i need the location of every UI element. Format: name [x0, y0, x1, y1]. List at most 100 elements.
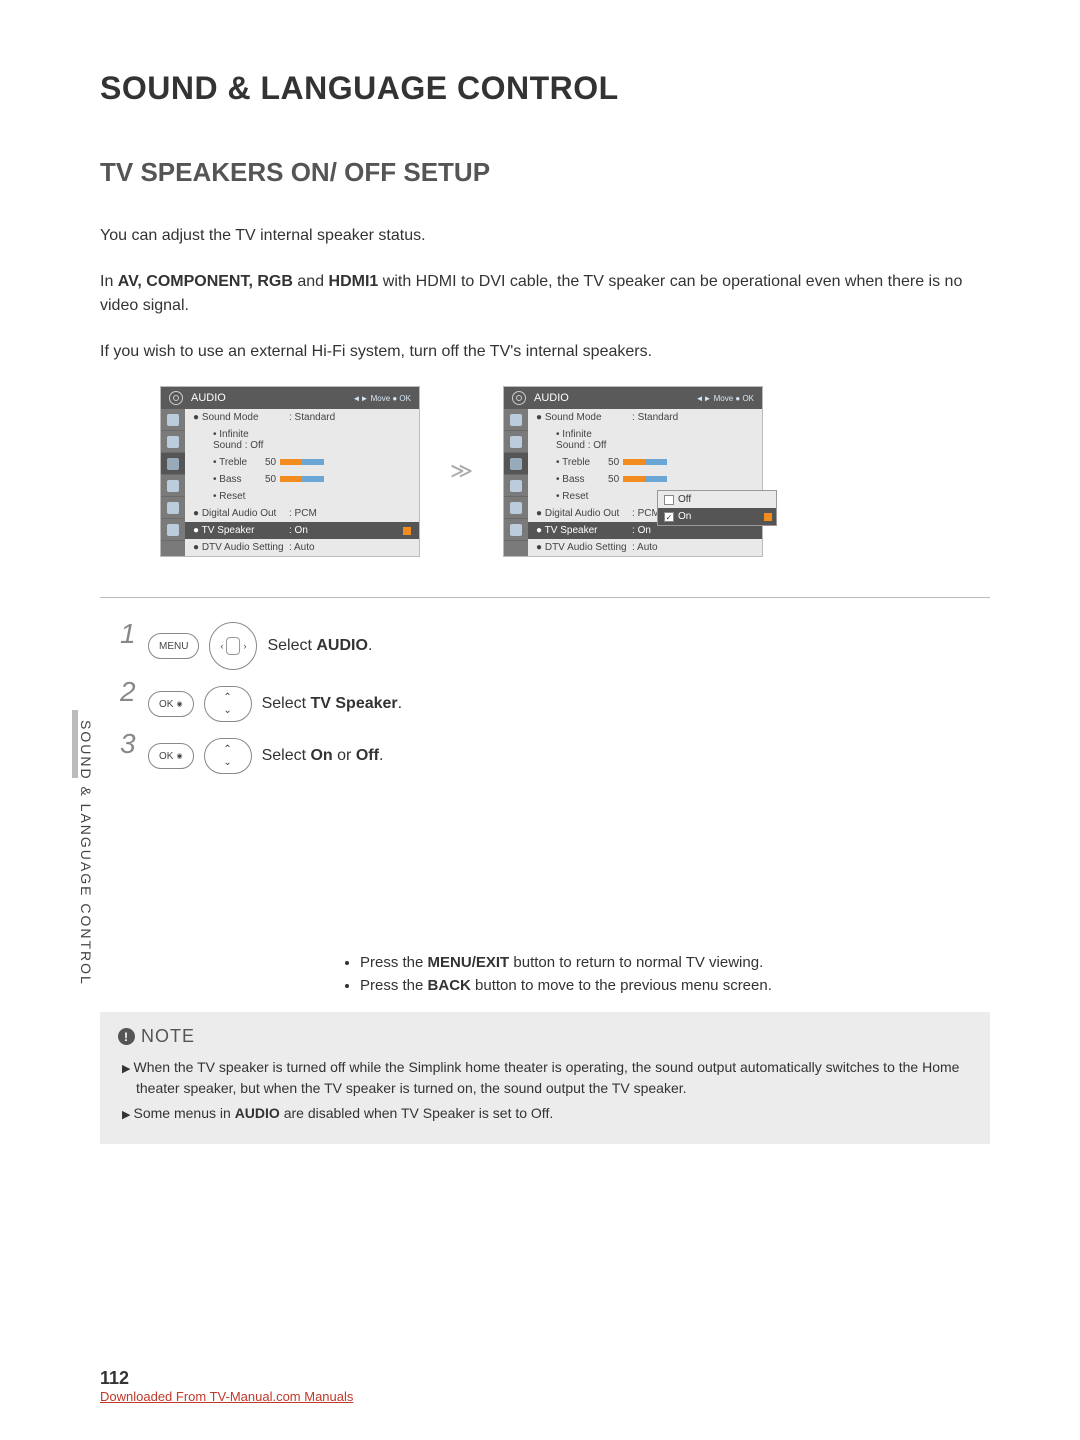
- osd-title: AUDIO: [191, 392, 226, 404]
- row-v: : Standard: [289, 412, 411, 423]
- slider-bar: [623, 459, 667, 465]
- page-number: 112: [100, 1368, 353, 1389]
- row-k: • Infinite Sound : Off: [213, 429, 265, 451]
- gear-icon: [169, 391, 183, 405]
- download-line: Downloaded From TV-Manual.com Manuals: [100, 1389, 353, 1404]
- step-text: Select On or Off.: [262, 747, 384, 765]
- hint-2: Press the BACK button to move to the pre…: [360, 977, 990, 994]
- tab-icon: [510, 436, 522, 448]
- p2-bold: AV, COMPONENT, RGB: [118, 273, 293, 290]
- row-v: 50: [265, 474, 276, 485]
- osd-row: AUDIO ◄► Move ● OK ● Sound Mode: Standar…: [160, 386, 990, 557]
- osd-tabs: [504, 409, 528, 556]
- ok-button-icon: OK◉: [148, 691, 194, 717]
- slider-bar: [623, 476, 667, 482]
- opt-label: Off: [678, 494, 691, 505]
- intro-para-3: If you wish to use an external Hi-Fi sys…: [100, 340, 990, 364]
- section-title: TV SPEAKERS ON/ OFF SETUP: [100, 157, 990, 188]
- step-text: Select AUDIO.: [267, 637, 372, 655]
- row-k: • Infinite Sound : Off: [556, 429, 608, 451]
- checkbox-icon: [664, 495, 674, 505]
- updown-button-icon: ⌃⌄: [204, 686, 252, 722]
- row-k: ● TV Speaker: [193, 525, 289, 536]
- side-tab-bar: [72, 710, 78, 778]
- row-v: : On: [632, 525, 754, 536]
- row-k: • Treble: [556, 457, 608, 468]
- intro-para-2: In AV, COMPONENT, RGB and HDMI1 with HDM…: [100, 270, 990, 318]
- osd-header: AUDIO ◄► Move ● OK: [504, 387, 762, 409]
- row-v: : PCM: [289, 508, 411, 519]
- highlighted-row: ● TV Speaker: On: [185, 522, 419, 539]
- tab-icon: [167, 524, 179, 536]
- updown-button-icon: ⌃⌄: [204, 738, 252, 774]
- tab-icon: [510, 414, 522, 426]
- osd-menu-before: AUDIO ◄► Move ● OK ● Sound Mode: Standar…: [160, 386, 420, 557]
- row-v: : On: [289, 525, 403, 536]
- slider-bar: [280, 476, 324, 482]
- step-number: 1: [120, 618, 138, 650]
- osd-list: ● Sound Mode: Standard • Infinite Sound …: [185, 409, 419, 556]
- side-tab: SOUND & LANGUAGE CONTROL: [78, 720, 98, 1020]
- menu-button-icon: MENU: [148, 633, 199, 659]
- footer: 112 Downloaded From TV-Manual.com Manual…: [100, 1368, 353, 1404]
- exclamation-icon: !: [118, 1028, 135, 1045]
- step-3: 3 OK◉ ⌃⌄ Select On or Off.: [120, 738, 990, 774]
- row-k: • Reset: [556, 491, 608, 502]
- tab-icon: [167, 436, 179, 448]
- tab-icon: [510, 502, 522, 514]
- dropdown-option-off: Off: [658, 491, 776, 508]
- row-k: ● TV Speaker: [536, 525, 632, 536]
- row-v: 50: [265, 457, 276, 468]
- opt-label: On: [678, 511, 691, 522]
- p2-bold2: HDMI1: [329, 273, 379, 290]
- row-v: : Standard: [632, 412, 754, 423]
- row-k: ● Digital Audio Out: [193, 508, 289, 519]
- osd-hint: ◄► Move ● OK: [353, 394, 411, 403]
- intro-para-1: You can adjust the TV internal speaker s…: [100, 224, 990, 248]
- tab-icon: [510, 480, 522, 492]
- step-number: 2: [120, 676, 138, 708]
- note-heading: ! NOTE: [118, 1026, 972, 1047]
- arrow-icon: [764, 513, 772, 521]
- note-label: NOTE: [141, 1026, 195, 1047]
- page-title: SOUND & LANGUAGE CONTROL: [100, 70, 990, 107]
- hint-1: Press the MENU/EXIT button to return to …: [360, 954, 990, 971]
- ok-button-icon: OK◉: [148, 743, 194, 769]
- p2-pre: In: [100, 273, 118, 290]
- arrow-icon: [403, 527, 411, 535]
- osd-list: ● Sound Mode: Standard • Infinite Sound …: [528, 409, 762, 556]
- double-arrow-icon: ≫: [450, 459, 473, 484]
- button-hints: Press the MENU/EXIT button to return to …: [360, 954, 990, 994]
- row-v: 50: [608, 474, 619, 485]
- row-k: • Bass: [213, 474, 265, 485]
- osd-header: AUDIO ◄► Move ● OK: [161, 387, 419, 409]
- dropdown-option-on: ✓ On: [658, 508, 776, 525]
- nav-ring-icon: ‹›: [209, 622, 257, 670]
- row-k: ● DTV Audio Setting: [536, 542, 632, 553]
- row-k: ● DTV Audio Setting: [193, 542, 289, 553]
- row-v: : Auto: [289, 542, 411, 553]
- divider: [100, 597, 990, 598]
- tab-icon: [167, 480, 179, 492]
- osd-menu-after: AUDIO ◄► Move ● OK ● Sound Mode: Standar…: [503, 386, 763, 557]
- side-tab-text: SOUND & LANGUAGE CONTROL: [78, 720, 94, 986]
- tab-icon: [167, 458, 179, 470]
- checkbox-icon: ✓: [664, 512, 674, 522]
- osd-dropdown: Off ✓ On: [657, 490, 777, 526]
- tab-icon: [167, 502, 179, 514]
- steps: 1 MENU ‹› Select AUDIO. 2 OK◉ ⌃⌄ Select …: [120, 622, 990, 774]
- osd-hint: ◄► Move ● OK: [696, 394, 754, 403]
- tab-icon: [510, 458, 522, 470]
- osd-tabs: [161, 409, 185, 556]
- row-k: • Reset: [213, 491, 265, 502]
- osd-title: AUDIO: [534, 392, 569, 404]
- tab-icon: [167, 414, 179, 426]
- step-2: 2 OK◉ ⌃⌄ Select TV Speaker.: [120, 686, 990, 722]
- tab-icon: [510, 524, 522, 536]
- row-k: • Bass: [556, 474, 608, 485]
- row-v: : Auto: [632, 542, 754, 553]
- row-k: ● Sound Mode: [536, 412, 632, 423]
- note-box: ! NOTE When the TV speaker is turned off…: [100, 1012, 990, 1144]
- gear-icon: [512, 391, 526, 405]
- step-text: Select TV Speaker.: [262, 695, 403, 713]
